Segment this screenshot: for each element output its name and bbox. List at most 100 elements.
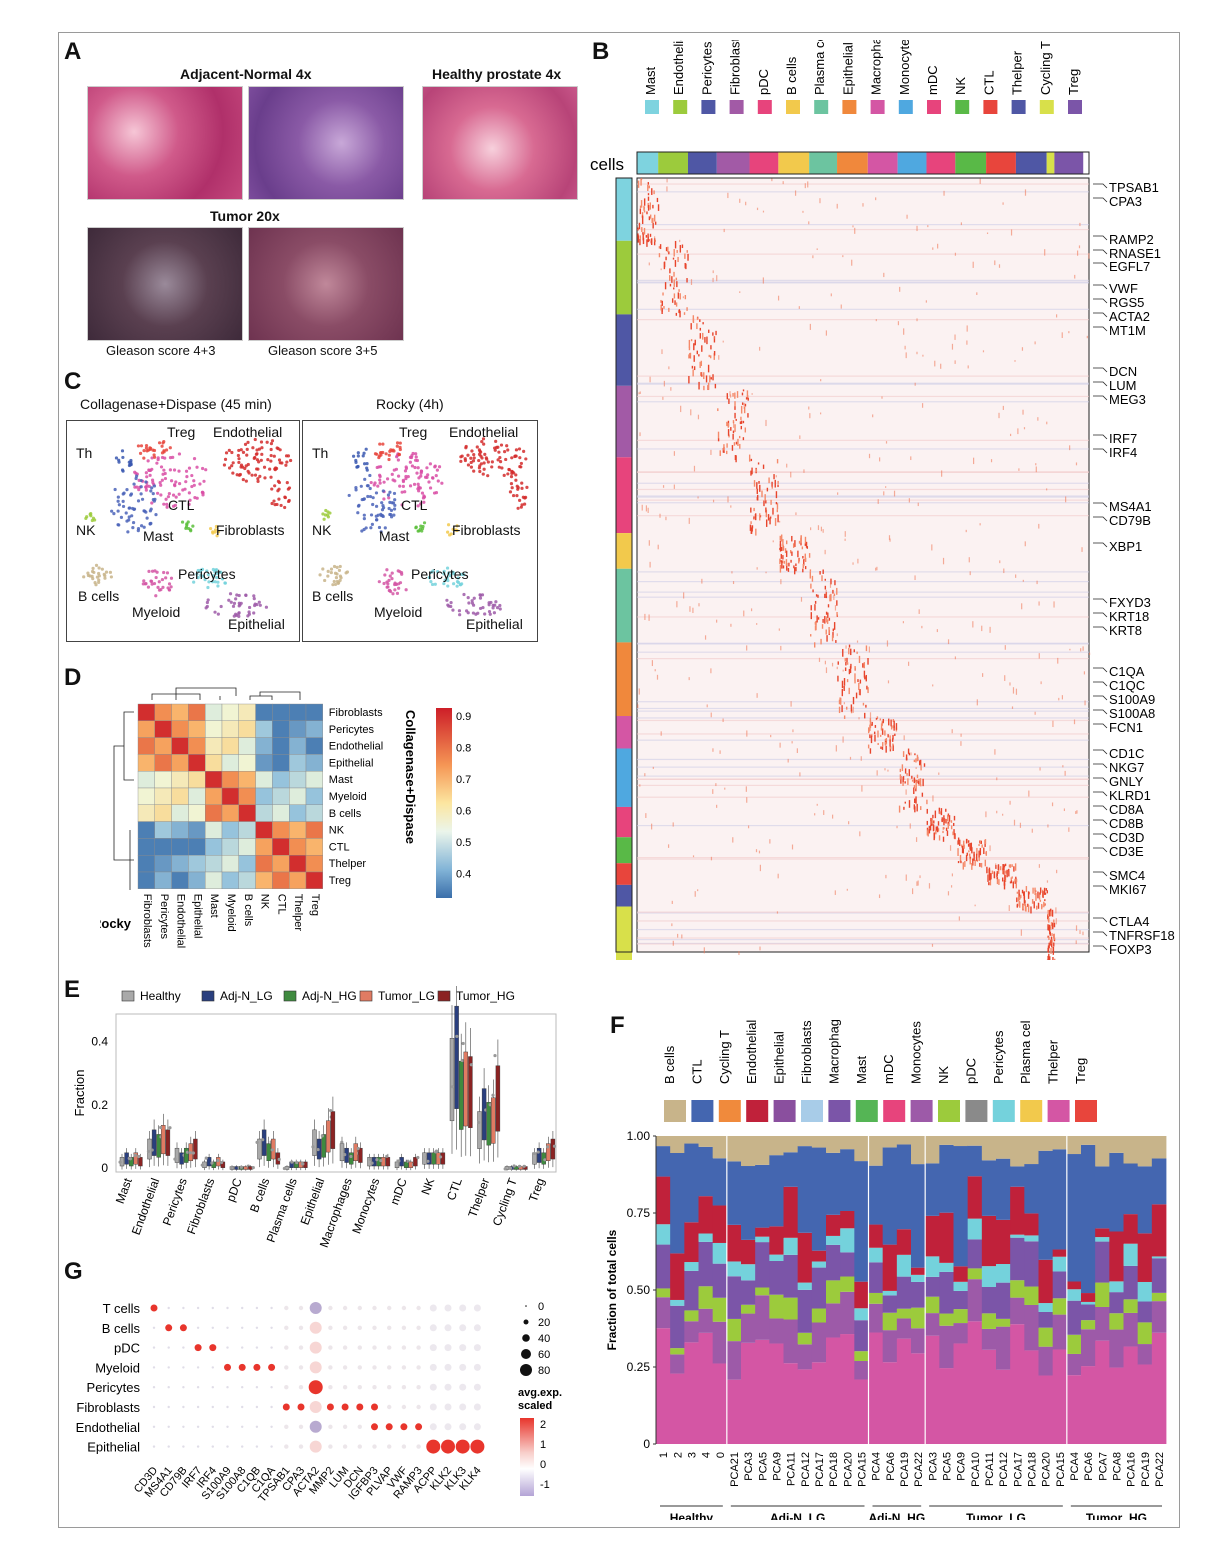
- heatmap-signal: [937, 828, 940, 832]
- umap-point: [259, 440, 264, 444]
- stack-segment: [868, 1292, 884, 1304]
- stack-segment: [1052, 1271, 1068, 1299]
- umap-point: [139, 524, 144, 528]
- heatmap-noise: [976, 699, 978, 706]
- heatmap-noise: [973, 457, 975, 465]
- cell-type-label: CTL: [981, 70, 996, 95]
- heatmap-signal: [696, 323, 698, 330]
- umap-r-label-treg: Treg: [399, 424, 428, 440]
- dot: [297, 1403, 305, 1411]
- heatmap-signal: [866, 685, 868, 690]
- heatmap-signal: [911, 775, 913, 779]
- heatmap-signal: [744, 403, 747, 407]
- heatmap-signal: [907, 748, 910, 754]
- umap-point: [463, 458, 468, 463]
- sample-label: PCA7: [1097, 1452, 1109, 1481]
- box: [394, 1161, 400, 1168]
- umap-point: [400, 503, 404, 507]
- box-point: [270, 1148, 274, 1152]
- heatmap-cell: [154, 737, 172, 755]
- umap-point: [195, 496, 199, 500]
- heatmap-noise: [698, 603, 700, 607]
- box: [211, 1161, 216, 1168]
- sample-label: PCA6: [1083, 1452, 1095, 1481]
- umap-point: [140, 497, 145, 501]
- umap-point: [169, 479, 174, 483]
- heatmap-signal: [758, 480, 760, 484]
- heatmap-stripe: [637, 937, 1089, 939]
- dot: [182, 1445, 185, 1448]
- umap-point: [89, 514, 93, 518]
- heatmap-signal: [642, 233, 644, 241]
- heatmap-noise: [712, 270, 714, 274]
- dot: [371, 1403, 378, 1411]
- umap-point: [478, 469, 482, 474]
- heatmap-noise: [909, 823, 911, 829]
- stack-segment: [1151, 1332, 1167, 1444]
- category-label: NK: [418, 1176, 437, 1196]
- heatmap-signal: [748, 454, 751, 462]
- heatmap-signal: [892, 734, 894, 740]
- umap-point: [518, 456, 522, 460]
- heatmap-noise: [936, 629, 938, 633]
- heatmap-signal: [717, 408, 719, 412]
- cell-type-swatch: [955, 100, 970, 114]
- umap-point: [399, 571, 404, 575]
- stack-segment: [670, 1348, 685, 1355]
- dot: [401, 1325, 407, 1330]
- umap-point: [478, 596, 483, 600]
- heatmap-signal: [964, 860, 966, 867]
- stack-segment: [698, 1308, 714, 1333]
- heatmap-signal: [919, 778, 922, 786]
- box-point: [295, 1160, 299, 1165]
- box-point: [118, 1160, 122, 1164]
- umap-point: [328, 511, 332, 515]
- heatmap-signal: [824, 578, 826, 581]
- heatmap-signal: [919, 759, 922, 766]
- heatmap-noise: [915, 767, 917, 769]
- heatmap-noise: [868, 646, 870, 653]
- heatmap-noise: [848, 821, 850, 825]
- heatmap-signal: [641, 215, 644, 219]
- cell-type-label: pDC: [756, 69, 771, 95]
- heatmap-signal: [979, 862, 981, 867]
- heatmap-signal: [715, 330, 717, 336]
- heatmap-signal: [762, 464, 765, 469]
- heatmap-signal: [755, 469, 758, 472]
- heatmap-signal: [1008, 864, 1011, 868]
- stack-segment: [797, 1344, 813, 1370]
- heatmap-noise: [1038, 523, 1040, 529]
- box: [431, 1152, 436, 1165]
- umap-point: [200, 490, 205, 494]
- heatmap-signal: [859, 689, 861, 696]
- umap-point: [230, 464, 234, 468]
- gene-tick: [1093, 749, 1108, 755]
- heatmap-signal: [740, 420, 743, 424]
- heatmap-signal: [660, 304, 662, 311]
- heatmap-signal: [822, 569, 824, 574]
- umap-point: [204, 468, 208, 472]
- umap-point: [116, 509, 120, 513]
- heatmap-signal: [843, 685, 845, 691]
- heatmap-noise: [819, 198, 821, 204]
- heatmap-signal: [687, 253, 689, 261]
- heatmap-noise: [831, 662, 834, 667]
- dot: [167, 1386, 170, 1389]
- heatmap-cell: [305, 720, 323, 738]
- heatmap-cell: [171, 754, 189, 772]
- gene-tick: [1093, 709, 1108, 715]
- stack-segment: [1095, 1166, 1110, 1229]
- colorbar-title: Collagenase+Dispase: [403, 710, 418, 844]
- heatmap-signal: [887, 734, 889, 738]
- heatmap-noise: [965, 529, 967, 533]
- umap-point: [210, 580, 215, 584]
- heatmap-signal: [890, 725, 893, 730]
- heatmap-noise: [911, 888, 914, 895]
- y-tick-label: 0.75: [627, 1206, 651, 1220]
- dot: [473, 1383, 481, 1391]
- stack-segment: [896, 1338, 912, 1444]
- heatmap-noise: [679, 239, 681, 243]
- heatmap-signal: [1050, 948, 1052, 954]
- box-point: [200, 1163, 204, 1167]
- umap-point: [380, 501, 384, 505]
